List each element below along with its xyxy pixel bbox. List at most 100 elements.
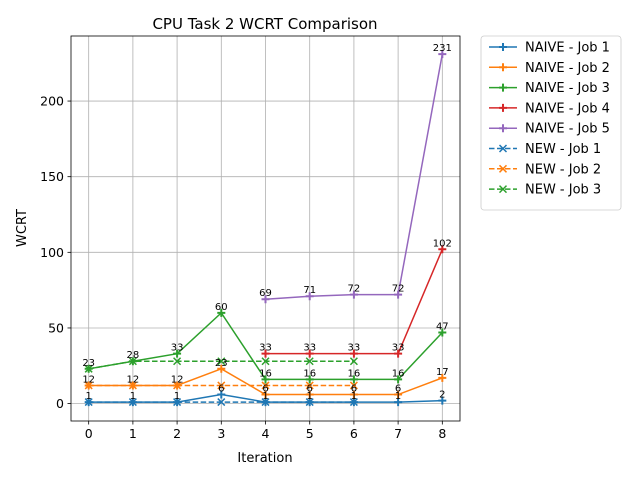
legend-label: NEW - Job 1 <box>525 142 601 157</box>
legend-label: NEW - Job 3 <box>525 183 601 198</box>
legend-marker <box>498 164 508 173</box>
series-new-job-2 <box>84 381 358 390</box>
data-point <box>438 373 447 382</box>
chart-title: CPU Task 2 WCRT Comparison <box>152 15 377 33</box>
data-label: 6 <box>395 384 401 395</box>
data-point <box>173 381 182 390</box>
x-tick-label: 2 <box>173 426 181 441</box>
legend-marker <box>498 185 508 194</box>
data-point <box>438 245 447 254</box>
data-point <box>128 357 137 366</box>
data-point <box>173 357 182 366</box>
data-label: 33 <box>392 343 405 354</box>
data-label: 231 <box>433 43 452 54</box>
y-tick-label: 150 <box>40 169 64 184</box>
legend-label: NAIVE - Job 4 <box>525 101 610 116</box>
series-naive-job-5 <box>261 50 447 304</box>
x-tick-label: 4 <box>262 426 270 441</box>
legend-label: NAIVE - Job 5 <box>525 122 610 137</box>
y-tick-label: 100 <box>40 245 64 260</box>
x-tick-label: 7 <box>394 426 402 441</box>
data-label: 33 <box>171 343 184 354</box>
data-label: 23 <box>82 358 95 369</box>
data-point <box>173 398 182 407</box>
data-point <box>349 349 358 358</box>
data-point <box>128 398 137 407</box>
legend-item: NAIVE - Job 1 <box>489 41 610 56</box>
data-label: 33 <box>348 343 361 354</box>
data-point <box>173 349 182 358</box>
data-label: 2 <box>439 390 445 401</box>
legend-marker <box>498 144 508 153</box>
legend-label: NAIVE - Job 2 <box>525 61 610 76</box>
legend-item: NEW - Job 3 <box>489 183 601 198</box>
x-tick-label: 1 <box>129 426 137 441</box>
data-point <box>349 290 358 299</box>
series-new-job-1 <box>84 398 358 407</box>
x-axis-label: Iteration <box>237 451 292 466</box>
data-point <box>261 295 270 304</box>
data-point <box>349 381 358 390</box>
data-label: 6 <box>218 384 224 395</box>
series-layer <box>84 50 447 407</box>
legend-item: NAIVE - Job 5 <box>489 122 610 137</box>
data-label: 1 <box>395 391 401 402</box>
data-label: 71 <box>303 285 316 296</box>
data-point <box>217 308 226 317</box>
y-axis-label: WCRT <box>15 209 30 247</box>
data-point <box>305 357 314 366</box>
data-label: 6 <box>351 384 357 395</box>
data-point <box>349 398 358 407</box>
data-point <box>217 357 226 366</box>
data-label: 16 <box>392 368 405 379</box>
data-label: 69 <box>259 288 272 299</box>
data-point <box>217 398 226 407</box>
data-point <box>394 375 403 384</box>
data-point <box>261 375 270 384</box>
data-point <box>261 390 270 399</box>
data-label: 16 <box>259 368 272 379</box>
data-label: 1 <box>307 391 313 402</box>
y-tick-label: 0 <box>56 396 64 411</box>
data-point <box>349 390 358 399</box>
data-point <box>84 364 93 373</box>
y-tick-label: 50 <box>48 320 64 335</box>
data-label: 1 <box>351 391 357 402</box>
data-point <box>84 381 93 390</box>
data-point <box>305 375 314 384</box>
data-point <box>394 349 403 358</box>
x-tick-label: 3 <box>217 426 225 441</box>
x-tick-label: 8 <box>438 426 446 441</box>
data-label: 47 <box>436 322 449 333</box>
data-label: 102 <box>433 238 452 249</box>
data-point <box>305 398 314 407</box>
data-point <box>84 398 93 407</box>
legend-item: NEW - Job 1 <box>489 142 601 157</box>
data-point <box>438 396 447 405</box>
legend-item: NAIVE - Job 2 <box>489 61 610 76</box>
data-label: 1 <box>262 391 268 402</box>
data-point <box>217 381 226 390</box>
series-naive-job-3 <box>84 308 447 384</box>
data-point <box>438 50 447 59</box>
data-label: 17 <box>436 367 449 378</box>
legend-marker <box>499 43 507 51</box>
data-label: 72 <box>392 284 405 295</box>
data-label: 6 <box>307 384 313 395</box>
data-point <box>394 290 403 299</box>
data-label: 12 <box>82 374 95 385</box>
data-label: 72 <box>348 284 361 295</box>
y-tick-label: 200 <box>40 94 64 109</box>
data-label: 16 <box>348 368 361 379</box>
data-point <box>261 349 270 358</box>
legend-label: NAIVE - Job 3 <box>525 81 610 96</box>
data-label: 1 <box>85 391 91 402</box>
data-point <box>261 398 270 407</box>
x-tick-label: 6 <box>350 426 358 441</box>
data-label: 1 <box>130 391 136 402</box>
data-point <box>128 381 137 390</box>
data-label: 6 <box>262 384 268 395</box>
legend-marker <box>499 63 507 72</box>
